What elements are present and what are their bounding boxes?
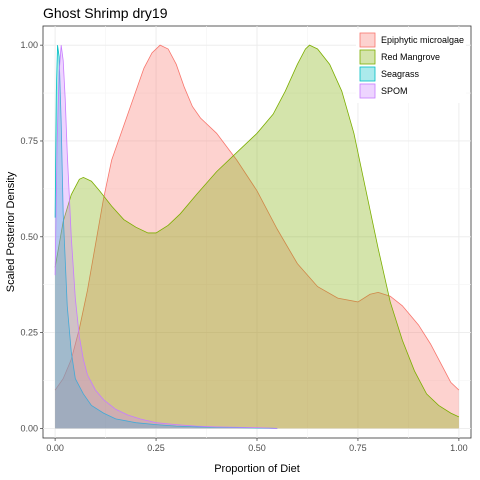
x-tick-label: 0.50: [248, 443, 266, 453]
line-epiphytic-microalgae: [54, 44, 460, 391]
y-tick-label: 0.50: [20, 232, 38, 242]
area-red-mangrove: [55, 45, 459, 429]
x-tick-label: 0.00: [46, 443, 64, 453]
legend-key-epiphytic-microalgae: [359, 32, 376, 48]
y-axis-title: Scaled Posterior Density: [5, 171, 17, 292]
line-seagrass: [54, 45, 278, 429]
legend-label-epiphytic-microalgae: Epiphytic microalgae: [381, 35, 464, 45]
line-spom: [54, 45, 278, 429]
chart-title: Ghost Shrimp dry19: [43, 5, 168, 21]
legend-label-seagrass: Seagrass: [381, 69, 420, 79]
legend-key-red-mangrove: [359, 49, 376, 65]
density-areas: [54, 44, 460, 429]
area-epiphytic-microalgae: [55, 45, 459, 429]
legend-background: [356, 29, 466, 103]
area-seagrass: [55, 45, 278, 429]
line-red-mangrove: [54, 44, 460, 418]
area-spom: [55, 45, 278, 429]
legend-label-red-mangrove: Red Mangrove: [381, 52, 440, 62]
legend-key-spom: [359, 83, 376, 99]
axes: 0.00 0.25 0.50 0.75 1.00 0.00 0.25 0.50 0.75 1.00: [20, 40, 467, 453]
x-tick-label: 0.75: [349, 443, 367, 453]
legend-key-seagrass: [359, 66, 376, 82]
x-tick-label: 0.25: [147, 443, 165, 453]
legend: Epiphytic microalgae Red Mangrove Seagrass…: [356, 29, 466, 103]
x-tick-label: 1.00: [450, 443, 468, 453]
y-tick-label: 0.25: [20, 328, 38, 338]
x-axis-title: Proportion of Diet: [214, 463, 300, 475]
y-tick-label: 0.00: [20, 423, 38, 433]
legend-label-spom: SPOM: [381, 86, 408, 96]
y-tick-label: 0.75: [20, 136, 38, 146]
y-tick-label: 1.00: [20, 40, 38, 50]
